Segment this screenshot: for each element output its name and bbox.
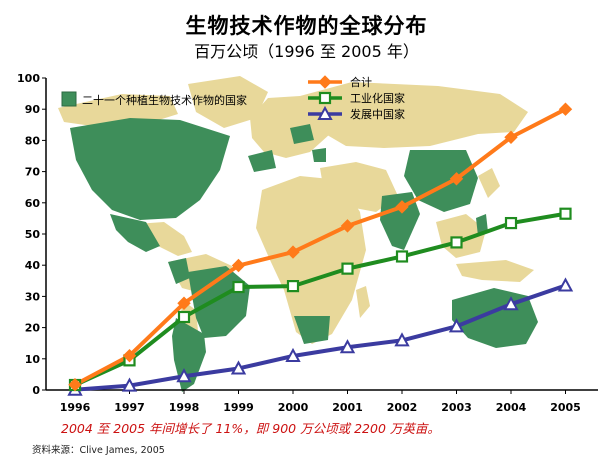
non-biotech-land — [478, 168, 500, 198]
x-tick-label: 1999 — [223, 401, 254, 414]
source-note: 资料来源：Clive James, 2005 — [32, 445, 165, 456]
non-biotech-land — [436, 214, 486, 258]
non-biotech-land — [300, 82, 528, 148]
biotech-country — [70, 118, 230, 220]
biotech-country — [110, 214, 160, 252]
biotech-country — [380, 192, 420, 250]
data-point-diamond — [231, 258, 246, 273]
y-tick-label: 70 — [25, 166, 41, 179]
data-point-diamond — [340, 219, 355, 233]
data-point-square — [504, 216, 518, 230]
non-biotech-land — [256, 176, 366, 344]
y-axis: 0 10 20 30 40 50 60 70 80 90 100 — [17, 72, 46, 397]
legend-label: 发展中国家 — [350, 107, 405, 121]
x-tick-label: 2005 — [550, 401, 581, 414]
y-tick-label: 30 — [25, 290, 41, 303]
biotech-country — [294, 316, 330, 344]
y-tick-label: 0 — [32, 384, 40, 397]
x-tick-label: 2002 — [387, 401, 418, 414]
data-point-triangle — [557, 277, 574, 292]
biotech-country — [290, 124, 314, 144]
non-biotech-land — [188, 76, 268, 128]
data-point-triangle — [339, 339, 356, 354]
data-point-triangle — [448, 318, 465, 333]
series-lines — [74, 107, 567, 392]
world-map-illustration — [58, 76, 538, 392]
x-tick-label: 2004 — [496, 401, 527, 414]
x-tick-label: 1997 — [114, 401, 145, 414]
data-point-square — [450, 236, 463, 249]
y-tick-label: 90 — [25, 103, 41, 116]
legend-label: 工业化国家 — [350, 91, 405, 105]
data-point-triangle — [176, 368, 192, 383]
map-legend-swatch — [61, 91, 77, 107]
series-line-triangle — [74, 283, 567, 392]
legend-marker-diamond — [318, 75, 332, 89]
data-point-square — [341, 262, 354, 275]
data-point-triangle — [121, 377, 138, 392]
data-point-diamond — [558, 102, 573, 116]
chart-subtitle: 百万公顷（1996 至 2005 年） — [194, 42, 419, 61]
legend-marker-square — [318, 91, 332, 105]
x-axis: 1996 1997 1998 1999 2000 2001 2002 2003 2004 2005 — [60, 390, 581, 414]
data-point-square — [286, 280, 300, 293]
data-point-diamond — [504, 130, 518, 144]
y-tick-label: 80 — [25, 134, 41, 147]
biotech-country — [312, 148, 326, 162]
data-point-square — [395, 250, 409, 263]
biotech-country — [168, 258, 190, 284]
data-point-diamond — [395, 200, 409, 214]
data-point-triangle — [503, 296, 519, 311]
x-tick-label: 1996 — [60, 401, 91, 414]
series-markers — [67, 102, 574, 396]
data-point-square — [232, 280, 245, 294]
data-point-square — [559, 207, 572, 220]
y-tick-label: 60 — [25, 197, 41, 210]
y-tick-label: 40 — [25, 259, 41, 272]
x-tick-label: 2001 — [332, 401, 363, 414]
non-biotech-land — [356, 286, 370, 318]
chart-title: 生物技术作物的全球分布 — [185, 14, 428, 38]
non-biotech-land — [456, 260, 534, 282]
map-legend: 二十一个种植生物技术作物的国家 — [61, 91, 247, 107]
data-point-triangle — [230, 360, 247, 375]
y-tick-label: 10 — [25, 353, 41, 366]
series-line-diamond — [74, 107, 567, 387]
x-tick-label: 2000 — [278, 401, 309, 414]
growth-annotation: 2004 至 2005 年间增长了 11%，即 900 万公顷或 2200 万英… — [61, 421, 440, 436]
data-point-triangle — [394, 332, 410, 347]
data-point-diamond — [449, 172, 464, 186]
y-tick-label: 50 — [25, 228, 41, 241]
biotech-country — [452, 288, 538, 348]
y-tick-label: 100 — [17, 72, 40, 85]
y-tick-label: 20 — [25, 322, 41, 335]
data-point-diamond — [122, 348, 137, 363]
legend-label: 合计 — [350, 75, 372, 89]
series-line-square — [74, 211, 566, 387]
data-point-diamond — [68, 377, 82, 392]
data-point-diamond — [177, 296, 191, 310]
data-point-triangle — [285, 347, 301, 362]
non-biotech-land — [250, 96, 330, 158]
non-biotech-land — [58, 94, 178, 126]
biotech-country — [248, 150, 276, 172]
data-point-diamond — [286, 245, 300, 259]
data-point-square — [177, 310, 191, 324]
legend-marker-triangle — [317, 105, 333, 120]
map-legend-label: 二十一个种植生物技术作物的国家 — [82, 93, 247, 107]
x-tick-label: 1998 — [169, 401, 200, 414]
x-tick-label: 2003 — [441, 401, 472, 414]
